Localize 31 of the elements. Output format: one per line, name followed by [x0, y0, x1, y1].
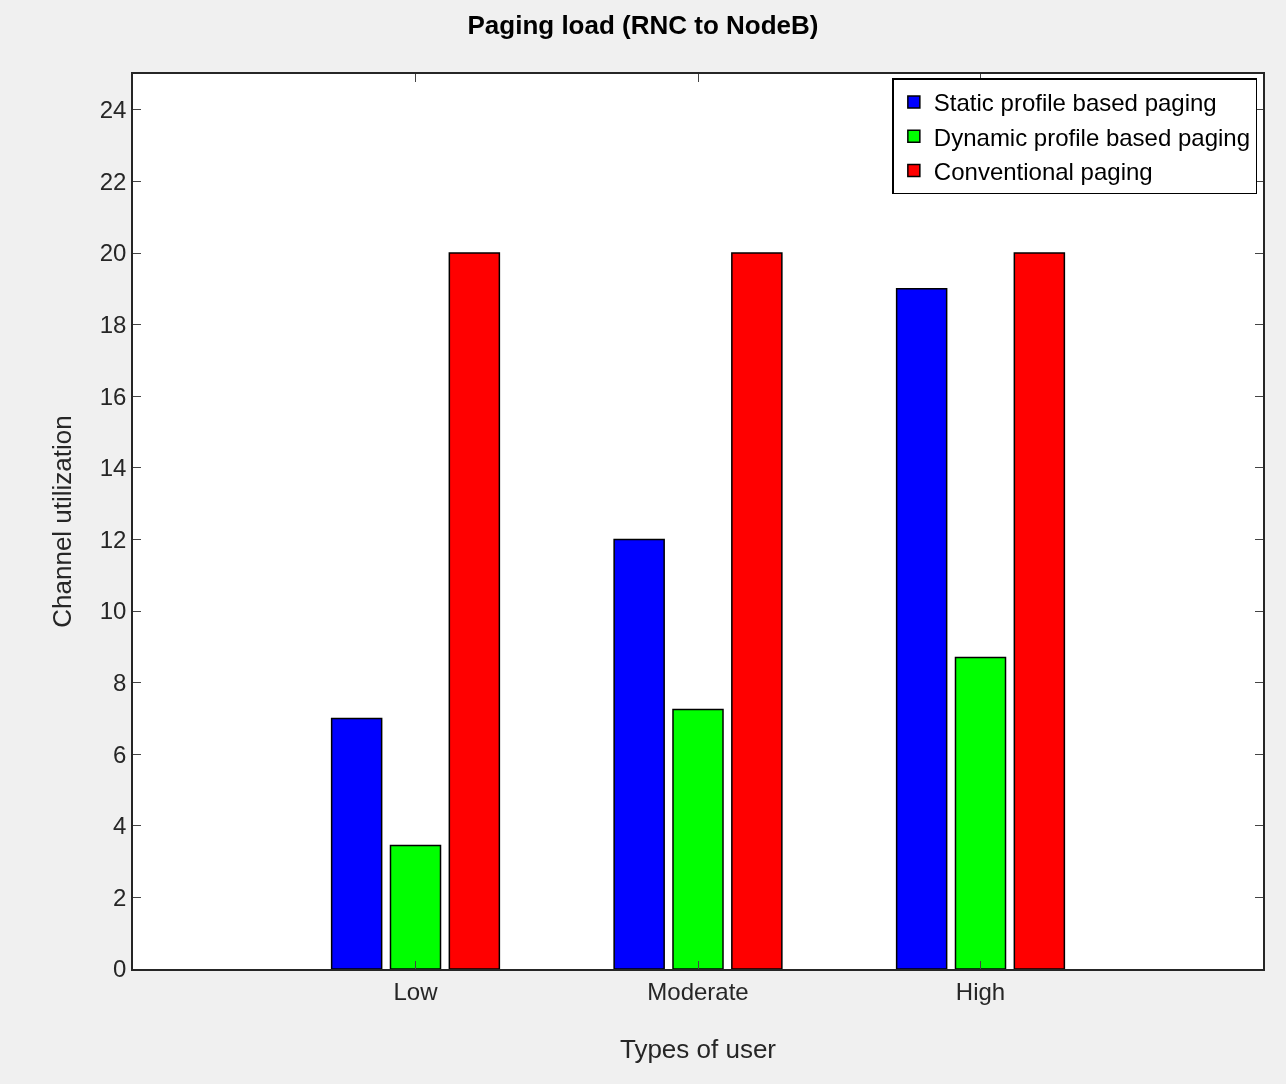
x-axis-title: Types of user: [619, 1033, 777, 1064]
legend-label: Dynamic profile based paging: [933, 123, 1251, 151]
y-tick-label: 10: [99, 597, 127, 625]
legend-label: Static profile based paging: [933, 89, 1217, 117]
y-tick-label: 12: [99, 525, 127, 553]
bar: [330, 717, 383, 969]
bar: [389, 844, 442, 969]
legend-label: Conventional paging: [933, 157, 1153, 185]
y-tick-label: 24: [99, 96, 127, 124]
y-tick-label: 18: [99, 311, 127, 338]
x-tick-label: High: [955, 977, 1006, 1005]
bar: [1013, 252, 1066, 969]
y-tick-label: 2: [113, 883, 127, 911]
y-tick-label: 14: [99, 454, 127, 482]
bar: [448, 252, 501, 969]
y-tick-label: 16: [99, 382, 127, 410]
y-tick-label: 20: [99, 239, 127, 267]
x-tick-label: Low: [393, 977, 439, 1005]
bar: [954, 656, 1007, 969]
bar: [895, 288, 948, 969]
bar: [613, 538, 665, 969]
y-tick-label: 4: [113, 812, 127, 840]
y-tick-label: 6: [113, 740, 127, 768]
bar: [731, 252, 783, 969]
chart-title: Paging load (RNC to NodeB): [467, 10, 819, 41]
y-tick-label: 0: [113, 955, 127, 983]
y-tick-label: 8: [113, 669, 127, 696]
bar: [672, 708, 724, 969]
y-tick-label: 22: [99, 167, 127, 195]
y-axis-title: Channel utilization: [46, 415, 77, 628]
x-tick-label: Moderate: [647, 977, 749, 1005]
